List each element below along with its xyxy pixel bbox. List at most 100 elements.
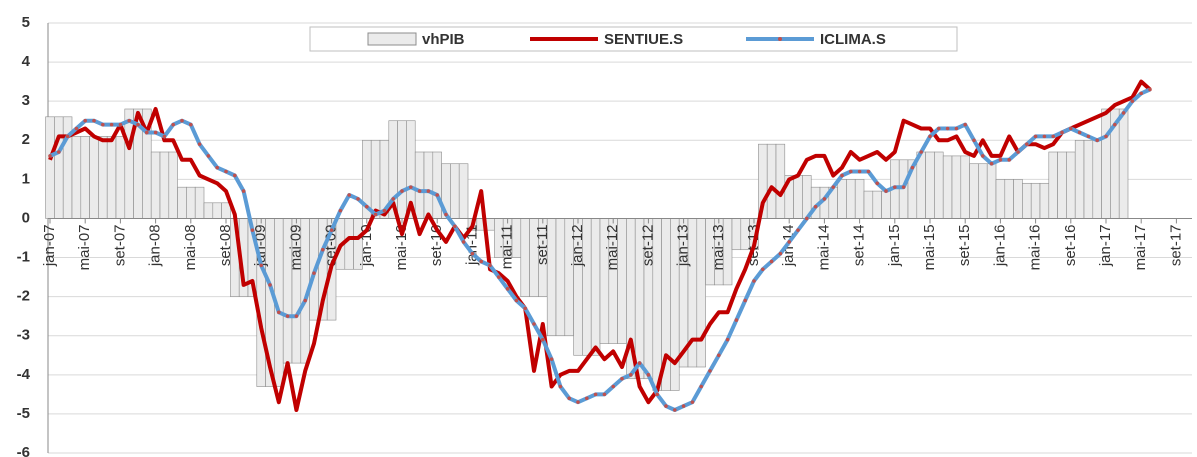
x-tick-label: mai-12 (604, 224, 621, 270)
marker (1016, 150, 1020, 154)
bar (1030, 182, 1041, 219)
x-tick-label: jan-13 (675, 224, 692, 267)
marker (602, 392, 607, 397)
y-tick-label: -4 (17, 366, 31, 383)
x-tick-label: mai-07 (76, 224, 93, 270)
marker (655, 392, 659, 397)
x-tick-label: jan-12 (569, 224, 586, 267)
x-tick-label: mai-09 (287, 224, 304, 270)
marker (321, 247, 325, 252)
bar (731, 218, 742, 251)
marker (444, 212, 448, 217)
marker (822, 197, 827, 201)
bar (168, 151, 178, 219)
bar (881, 190, 891, 219)
marker (136, 122, 140, 127)
marker (48, 154, 52, 158)
y-tick-label: -3 (17, 327, 30, 344)
marker (65, 134, 70, 139)
marker (778, 251, 783, 256)
marker (312, 271, 316, 275)
marker (118, 122, 123, 127)
marker (673, 408, 677, 412)
bar (969, 163, 979, 219)
marker (963, 122, 967, 127)
marker (1130, 99, 1135, 103)
marker (101, 122, 105, 127)
x-tick-label: set-17 (1167, 224, 1184, 266)
marker (153, 130, 158, 135)
marker (901, 185, 906, 189)
marker (664, 404, 668, 408)
marker (981, 154, 985, 158)
bar (432, 151, 442, 219)
bar (986, 163, 997, 219)
marker (233, 173, 237, 178)
x-tick-label: set-07 (111, 224, 128, 266)
marker (277, 310, 281, 315)
marker (945, 126, 950, 131)
bar (1118, 108, 1129, 219)
marker (453, 224, 457, 229)
bar (80, 136, 90, 219)
bar (159, 151, 170, 219)
marker (717, 353, 721, 358)
bar (397, 120, 407, 219)
marker (162, 134, 167, 139)
marker (1121, 111, 1126, 115)
marker (505, 287, 510, 291)
marker (303, 298, 308, 303)
marker (831, 185, 835, 189)
marker (356, 197, 360, 201)
x-tick-label: mai-08 (182, 224, 199, 270)
bar (766, 143, 777, 219)
marker (1095, 138, 1099, 143)
marker (1007, 158, 1011, 162)
y-tick-label: 3 (22, 92, 30, 109)
x-tick-label: mai-14 (815, 224, 832, 270)
x-tick-label: set-15 (956, 224, 973, 266)
bar (54, 116, 64, 219)
bar (98, 136, 108, 219)
y-tick-label: -2 (17, 288, 30, 305)
legend-label: SENTIUE.S (604, 31, 683, 48)
marker (1060, 130, 1064, 135)
bar (45, 116, 55, 219)
marker (866, 169, 871, 174)
bar (846, 179, 856, 219)
bar (203, 202, 214, 219)
y-tick-label: 2 (22, 131, 30, 148)
bar (916, 151, 926, 219)
marker (294, 314, 299, 318)
marker (215, 165, 219, 170)
bar (71, 136, 82, 219)
x-tick-label: jan-08 (147, 224, 164, 267)
marker (690, 400, 695, 404)
marker (708, 369, 712, 373)
bar (1101, 108, 1111, 219)
y-tick-label: 5 (22, 14, 30, 31)
marker (1033, 134, 1038, 139)
bar (978, 163, 988, 219)
bar (837, 179, 847, 219)
x-tick-label: mai-11 (499, 224, 516, 269)
marker (241, 189, 246, 193)
marker (919, 150, 923, 154)
y-tick-label: -5 (17, 405, 30, 422)
legend-swatch (367, 32, 417, 46)
bar (793, 175, 803, 219)
bar (960, 155, 970, 219)
marker (1113, 122, 1117, 127)
marker (197, 142, 202, 146)
bar (942, 155, 953, 219)
marker (937, 126, 941, 131)
bar (555, 218, 566, 337)
marker (514, 298, 519, 303)
x-tick-label: jan-16 (991, 224, 1008, 267)
legend-box (309, 26, 958, 52)
marker (743, 298, 747, 303)
marker (857, 169, 862, 174)
marker (637, 361, 642, 365)
x-tick-label: jan-17 (1097, 224, 1114, 267)
x-tick-label: jan-09 (252, 224, 269, 267)
